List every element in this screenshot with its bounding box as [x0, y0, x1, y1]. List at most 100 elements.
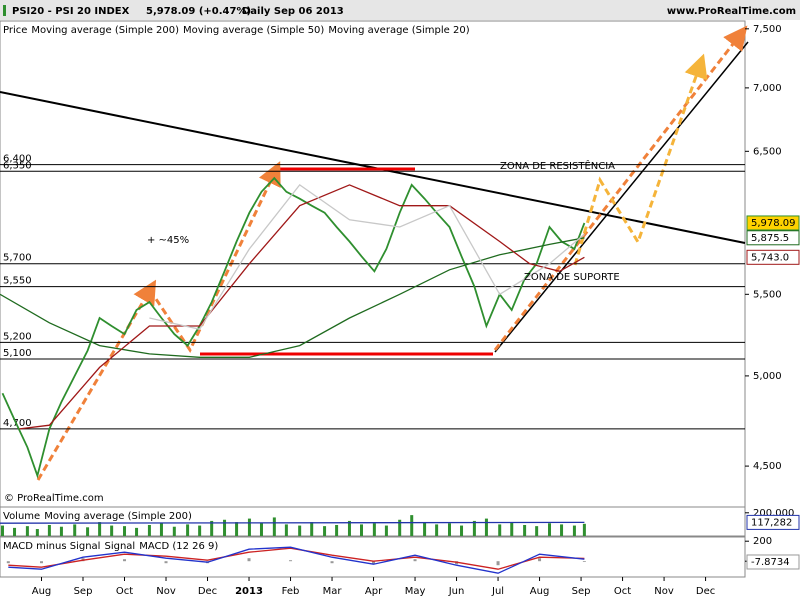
- bar: [582, 561, 586, 562]
- y-tick-label: 200: [753, 536, 772, 547]
- macd-panel: [0, 536, 746, 578]
- bar: [310, 522, 314, 536]
- bar: [98, 522, 102, 536]
- bar: [259, 523, 263, 536]
- x-tick-label: 2013: [235, 586, 263, 597]
- level-label: 5,700: [3, 253, 32, 264]
- y-tick-label: 6,500: [753, 146, 782, 157]
- bar: [247, 558, 251, 562]
- bar: [572, 525, 576, 536]
- last-value-label: 5,978.09: [751, 218, 796, 229]
- bar: [548, 523, 552, 536]
- bar: [247, 518, 251, 536]
- level-label: 6,350: [3, 160, 32, 171]
- bar: [330, 561, 334, 564]
- x-tick-label: Dec: [696, 586, 715, 597]
- x-tick-label: Jun: [448, 586, 465, 597]
- bar: [510, 522, 514, 536]
- bar: [164, 561, 168, 564]
- bar: [372, 523, 376, 536]
- bar: [523, 524, 527, 536]
- bar: [372, 561, 376, 565]
- bar: [347, 520, 351, 536]
- bar: [6, 561, 10, 564]
- arrows: [36, 25, 748, 481]
- series-line: [1, 176, 586, 479]
- last-value-label: 5,743.0: [751, 252, 789, 263]
- level-label: 5,100: [3, 348, 32, 359]
- annotation: ZONA DE SUPORTE: [524, 272, 620, 283]
- bar: [323, 526, 327, 536]
- bar: [235, 522, 239, 536]
- legend-entry: Moving average (Simple 200): [44, 511, 192, 522]
- level-label: 5,550: [3, 276, 32, 287]
- bar: [172, 526, 176, 536]
- trend-line: [494, 41, 749, 353]
- y-tick-label: 5,500: [753, 289, 782, 300]
- y-tick-label: 7,500: [753, 24, 782, 35]
- bar: [460, 525, 464, 536]
- series-line: [0, 521, 585, 524]
- x-tick-label: Feb: [282, 586, 300, 597]
- x-tick-label: May: [405, 586, 426, 597]
- bar: [40, 561, 44, 564]
- x-tick-label: Apr: [365, 586, 383, 597]
- bar: [223, 519, 227, 536]
- bar: [535, 526, 539, 536]
- y-tick-label: 200,000: [753, 508, 794, 519]
- annotation: + ~45%: [147, 235, 189, 246]
- bar: [298, 525, 302, 536]
- bar: [73, 524, 77, 536]
- bar: [47, 524, 51, 536]
- legend-entry: Moving average (Simple 200): [31, 25, 179, 36]
- bar: [289, 560, 293, 562]
- bar: [123, 559, 127, 562]
- y-tick-label: 5,000: [753, 371, 782, 382]
- bar: [210, 520, 214, 536]
- series-line: [0, 237, 585, 358]
- symbol: PSI20 - PSI 20 INDEX: [12, 6, 130, 17]
- bar: [59, 526, 63, 536]
- x-tick-label: Sep: [572, 586, 591, 597]
- bar: [435, 524, 439, 536]
- y-tick-label: 7,000: [753, 83, 782, 94]
- bar: [472, 520, 476, 536]
- x-tick-label: Nov: [156, 586, 176, 597]
- icon: [3, 5, 6, 16]
- bar: [272, 517, 276, 536]
- bar: [560, 524, 564, 536]
- series-line: [149, 184, 585, 331]
- x-tick-label: Sep: [74, 586, 93, 597]
- legend-entry: Signal: [104, 541, 135, 552]
- bar: [498, 524, 502, 536]
- last-value-box: [746, 514, 800, 530]
- volume-panel: [0, 506, 746, 537]
- last-value-label: 5,875.5: [751, 233, 789, 244]
- bar: [413, 559, 417, 562]
- bar: [186, 524, 190, 536]
- bar: [447, 523, 451, 536]
- annotation: ZONA DE RESISTÊNCIA: [500, 159, 615, 172]
- bar: [35, 529, 39, 536]
- last-value-box: [746, 230, 800, 246]
- x-tick-label: Jul: [491, 586, 504, 597]
- x-tick-label: Dec: [198, 586, 217, 597]
- last-value-box: [746, 554, 800, 570]
- bar: [335, 524, 339, 536]
- legend-entry: MACD (12 26 9): [139, 541, 218, 552]
- bar: [484, 518, 488, 536]
- last-value-box: [746, 249, 800, 265]
- last-value-label: 117,282: [751, 517, 792, 528]
- y-tick-label: 4,500: [753, 461, 782, 472]
- series-line: [8, 546, 585, 574]
- last-value-box: [746, 215, 800, 231]
- copyright: © ProRealTime.com: [4, 493, 104, 504]
- bar: [496, 561, 500, 566]
- period: Daily Sep 06 2013: [242, 6, 344, 17]
- bar: [86, 527, 90, 536]
- bar: [360, 524, 364, 536]
- series-line: [19, 184, 585, 430]
- bar: [198, 525, 202, 536]
- bar: [384, 525, 388, 536]
